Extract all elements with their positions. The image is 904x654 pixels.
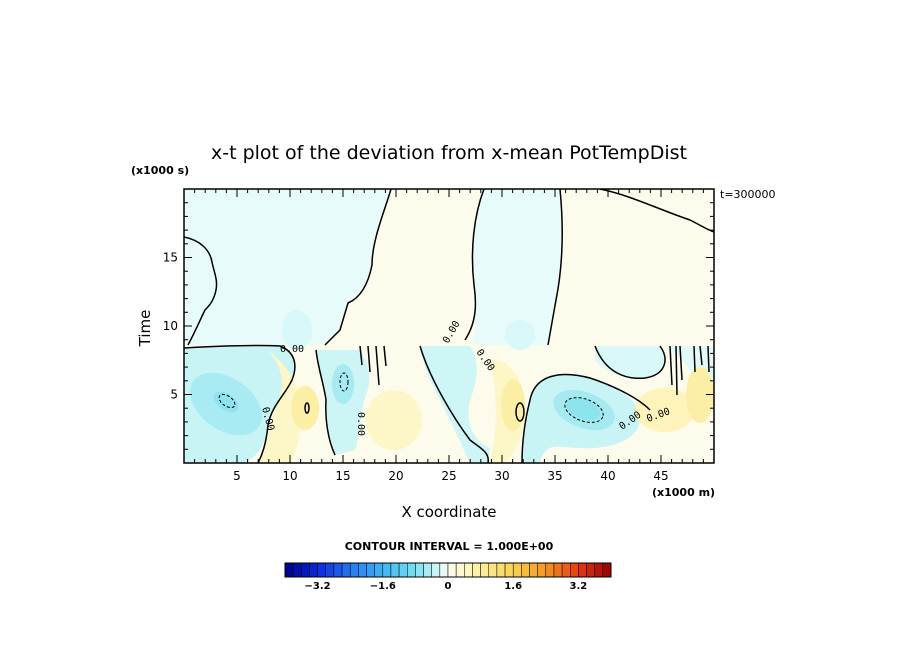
colorbar-cell bbox=[512, 562, 522, 578]
colorbar-cell bbox=[398, 562, 408, 578]
wisp-1 bbox=[282, 310, 312, 350]
colorbar-cell bbox=[333, 562, 343, 578]
wisp-2 bbox=[505, 320, 535, 350]
colorbar-cell bbox=[521, 562, 530, 578]
colorbar-cell bbox=[439, 562, 449, 578]
colorbar-cell bbox=[349, 562, 359, 578]
y-tick-label: 15 bbox=[163, 251, 178, 265]
colorbar-cell bbox=[325, 562, 335, 578]
x-tick-label: 30 bbox=[494, 469, 509, 483]
x-tick-label: 40 bbox=[600, 469, 615, 483]
x-axis-label: X coordinate bbox=[401, 503, 496, 521]
center-negative-region bbox=[472, 189, 563, 345]
colorbar-cell bbox=[431, 562, 441, 578]
colorbar-cell bbox=[561, 562, 571, 578]
colorbar-cell bbox=[390, 562, 400, 578]
y-unit-label: (x1000 s) bbox=[131, 164, 189, 177]
colorbar-tick-label: 3.2 bbox=[570, 581, 588, 592]
colorbar-cell bbox=[317, 562, 327, 578]
x-tick-label: 15 bbox=[335, 469, 350, 483]
x-unit-label: (x1000 m) bbox=[652, 486, 715, 499]
colorbar-cell bbox=[594, 562, 604, 578]
x-tick-label: 45 bbox=[653, 469, 668, 483]
y-tick-label: 5 bbox=[170, 388, 178, 402]
contour-lines bbox=[184, 189, 714, 463]
colorbar-cell bbox=[415, 562, 424, 578]
colorbar-tick-label: −3.2 bbox=[305, 581, 331, 592]
colorbar bbox=[284, 562, 612, 578]
colorbar-cell bbox=[529, 562, 538, 578]
x-tick-label: 25 bbox=[441, 469, 456, 483]
colorbar-cell bbox=[480, 562, 490, 578]
colorbar-cell bbox=[447, 562, 457, 578]
colorbar-tick-label: 1.6 bbox=[504, 581, 522, 592]
colorbar-cell bbox=[537, 562, 547, 578]
colorbar-cell bbox=[407, 562, 416, 578]
colorbar-cell bbox=[586, 562, 595, 578]
axis-ticks bbox=[184, 189, 714, 463]
colorbar-cell bbox=[292, 562, 302, 578]
colorbar-cell bbox=[423, 562, 432, 578]
colorbar-cell bbox=[341, 562, 351, 578]
plot-area: 0.00 0.00 0.00 0.00 0.00 0.00 0.00 bbox=[184, 189, 714, 463]
dashed-contours bbox=[218, 372, 604, 423]
colorbar-cell bbox=[602, 562, 612, 578]
colorbar-cell bbox=[553, 562, 563, 578]
colorbar-cell bbox=[504, 562, 514, 578]
y-tick-label: 10 bbox=[163, 319, 178, 333]
colorbar-cell bbox=[578, 562, 587, 578]
colorbar-cell bbox=[455, 562, 465, 578]
colorbar-cell bbox=[464, 562, 473, 578]
colorbar-cell bbox=[358, 562, 367, 578]
contour-label: 0.00 bbox=[280, 344, 304, 355]
colorbar-tick-label: −1.6 bbox=[370, 581, 396, 592]
colorbar-tick-labels: −3.2 −1.6 0 1.6 3.2 bbox=[305, 581, 588, 592]
colorbar-cell bbox=[382, 562, 392, 578]
lower-positive-blobs bbox=[260, 350, 714, 463]
x-tick-label: 10 bbox=[282, 469, 297, 483]
time-stamp: t=300000 bbox=[720, 188, 776, 201]
colorbar-cell bbox=[374, 562, 384, 578]
colorbar-cell bbox=[284, 562, 294, 578]
x-tick-label: 35 bbox=[547, 469, 562, 483]
colorbar-cell bbox=[488, 562, 498, 578]
colorbar-cell bbox=[570, 562, 579, 578]
x-tick-label: 20 bbox=[388, 469, 403, 483]
colorbar-frame bbox=[284, 562, 612, 578]
colorbar-cell bbox=[309, 562, 318, 578]
contour-label: 0.00 bbox=[355, 412, 366, 436]
colorbar-cell bbox=[301, 562, 310, 578]
colorbar-cell bbox=[545, 562, 555, 578]
colorbar-cell bbox=[472, 562, 481, 578]
y-axis-label: Time bbox=[136, 310, 154, 348]
chart-title: x-t plot of the deviation from x-mean Po… bbox=[211, 142, 687, 164]
colorbar-cell bbox=[496, 562, 506, 578]
upper-negative-region bbox=[184, 189, 391, 345]
colorbar-cell bbox=[366, 562, 375, 578]
tick-labels: 5 10 15 20 25 30 35 40 45 5 10 15 bbox=[163, 251, 669, 484]
colorbar-tick-label: 0 bbox=[445, 581, 452, 592]
contour-interval-text: CONTOUR INTERVAL = 1.000E+00 bbox=[345, 540, 554, 553]
x-tick-label: 5 bbox=[233, 469, 241, 483]
